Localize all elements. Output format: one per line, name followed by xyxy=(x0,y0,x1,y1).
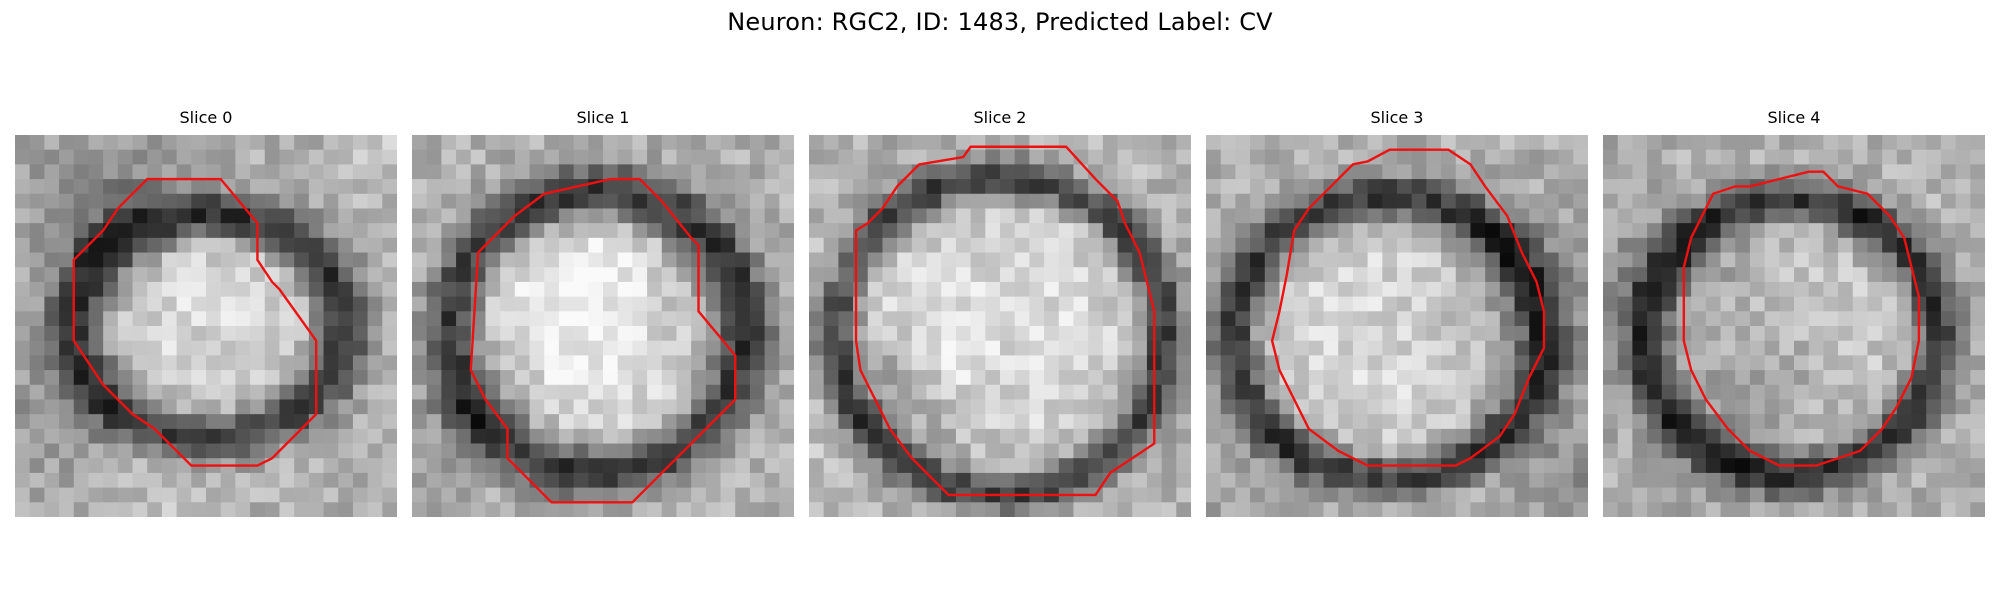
slice-panel-4: Slice 4 xyxy=(1603,108,1985,520)
slice-contour-0 xyxy=(72,177,318,467)
slice-image-4 xyxy=(1603,135,1985,517)
slice-panel-3: Slice 3 xyxy=(1206,108,1588,520)
slice-contour-3 xyxy=(1270,148,1546,467)
slice-title-1: Slice 1 xyxy=(576,108,630,127)
slice-title-4: Slice 4 xyxy=(1767,108,1821,127)
slice-panel-0: Slice 0 xyxy=(15,108,397,520)
slice-panel-2: Slice 2 xyxy=(809,108,1191,520)
slice-image-0 xyxy=(15,135,397,517)
slice-image-3 xyxy=(1206,135,1588,517)
slice-contour-1 xyxy=(469,177,737,504)
slice-title-3: Slice 3 xyxy=(1370,108,1424,127)
slice-contour-4 xyxy=(1682,170,1921,467)
slice-title-0: Slice 0 xyxy=(179,108,233,127)
slice-image-2 xyxy=(809,135,1191,517)
slice-panel-1: Slice 1 xyxy=(412,108,794,520)
slice-contour-2 xyxy=(854,145,1156,497)
slice-image-1 xyxy=(412,135,794,517)
figure-title: Neuron: RGC2, ID: 1483, Predicted Label:… xyxy=(727,8,1273,36)
slice-title-2: Slice 2 xyxy=(973,108,1027,127)
